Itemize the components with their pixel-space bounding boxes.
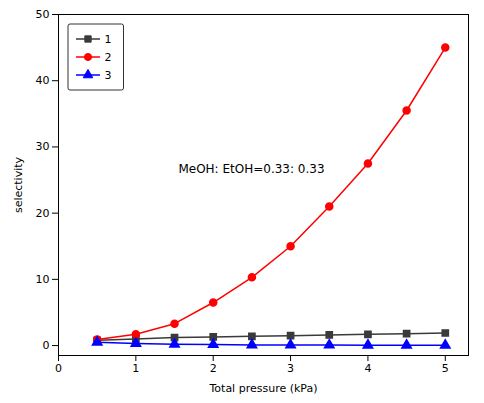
svg-text:4: 4 [364, 362, 371, 375]
svg-text:50: 50 [36, 8, 50, 21]
svg-text:3: 3 [287, 362, 294, 375]
svg-text:30: 30 [36, 140, 50, 153]
svg-text:selectivity: selectivity [12, 156, 25, 213]
svg-text:20: 20 [36, 207, 50, 220]
svg-text:MeOH: EtOH=0.33: 0.33: MeOH: EtOH=0.33: 0.33 [178, 162, 324, 176]
svg-text:0: 0 [55, 362, 62, 375]
svg-text:40: 40 [36, 74, 50, 87]
svg-text:10: 10 [36, 273, 50, 286]
svg-text:5: 5 [442, 362, 449, 375]
svg-text:1: 1 [132, 362, 139, 375]
svg-text:0: 0 [43, 339, 50, 352]
svg-text:2: 2 [105, 51, 112, 64]
svg-text:2: 2 [210, 362, 217, 375]
svg-text:3: 3 [105, 69, 112, 82]
svg-text:Total pressure (kPa): Total pressure (kPa) [208, 382, 317, 395]
svg-text:1: 1 [105, 33, 112, 46]
